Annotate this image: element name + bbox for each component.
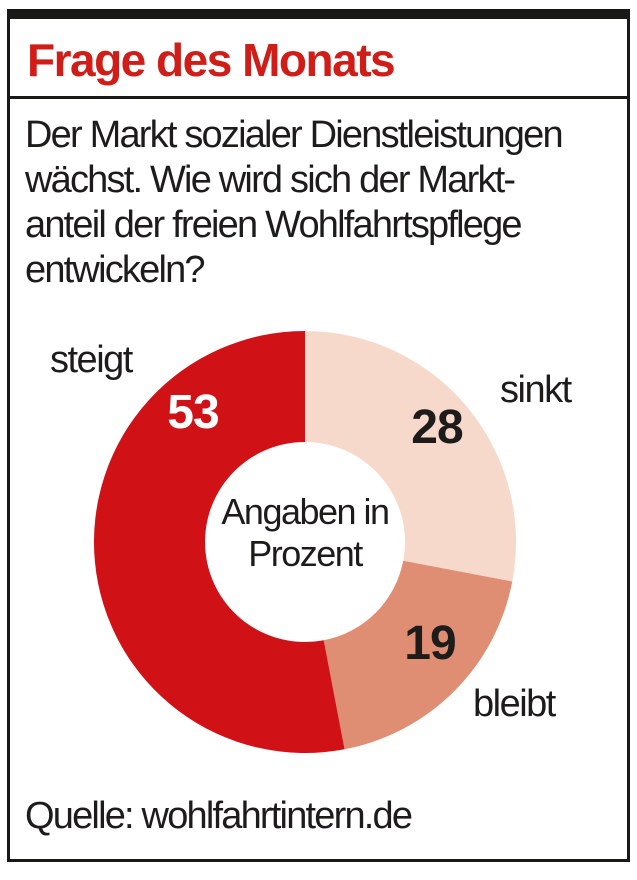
question-line: wächst. Wie wird sich der Markt- <box>25 159 516 201</box>
source-text: Quelle: wohlfahrtintern.de <box>25 795 413 837</box>
segment-value-sinkt: 28 <box>411 401 463 454</box>
question-line: Der Markt sozialer Dienstleistungen <box>25 114 564 156</box>
header-divider <box>9 96 628 99</box>
page-title: Frage des Monats <box>27 34 396 86</box>
segment-value-steigt: 53 <box>167 386 219 439</box>
question-text: Der Markt sozialer Dienstleistungen wäch… <box>25 113 564 293</box>
donut-center-label: Angaben in Prozent <box>175 491 435 575</box>
center-label-line: Angaben in <box>221 491 390 532</box>
donut-segment-bleibt <box>323 560 513 750</box>
donut-svg <box>93 331 516 753</box>
question-line: entwickeln? <box>25 249 206 291</box>
segment-label-sinkt: sinkt <box>500 369 572 411</box>
segment-value-bleibt: 19 <box>404 617 456 670</box>
segment-label-steigt: steigt <box>50 339 133 381</box>
question-line: anteil der freien Wohlfahrtspflege <box>25 204 523 246</box>
center-label-line: Prozent <box>248 533 363 574</box>
donut-segment-sinkt <box>305 331 516 582</box>
donut-segment-steigt <box>93 331 345 753</box>
segment-label-bleibt: bleibt <box>473 683 556 725</box>
